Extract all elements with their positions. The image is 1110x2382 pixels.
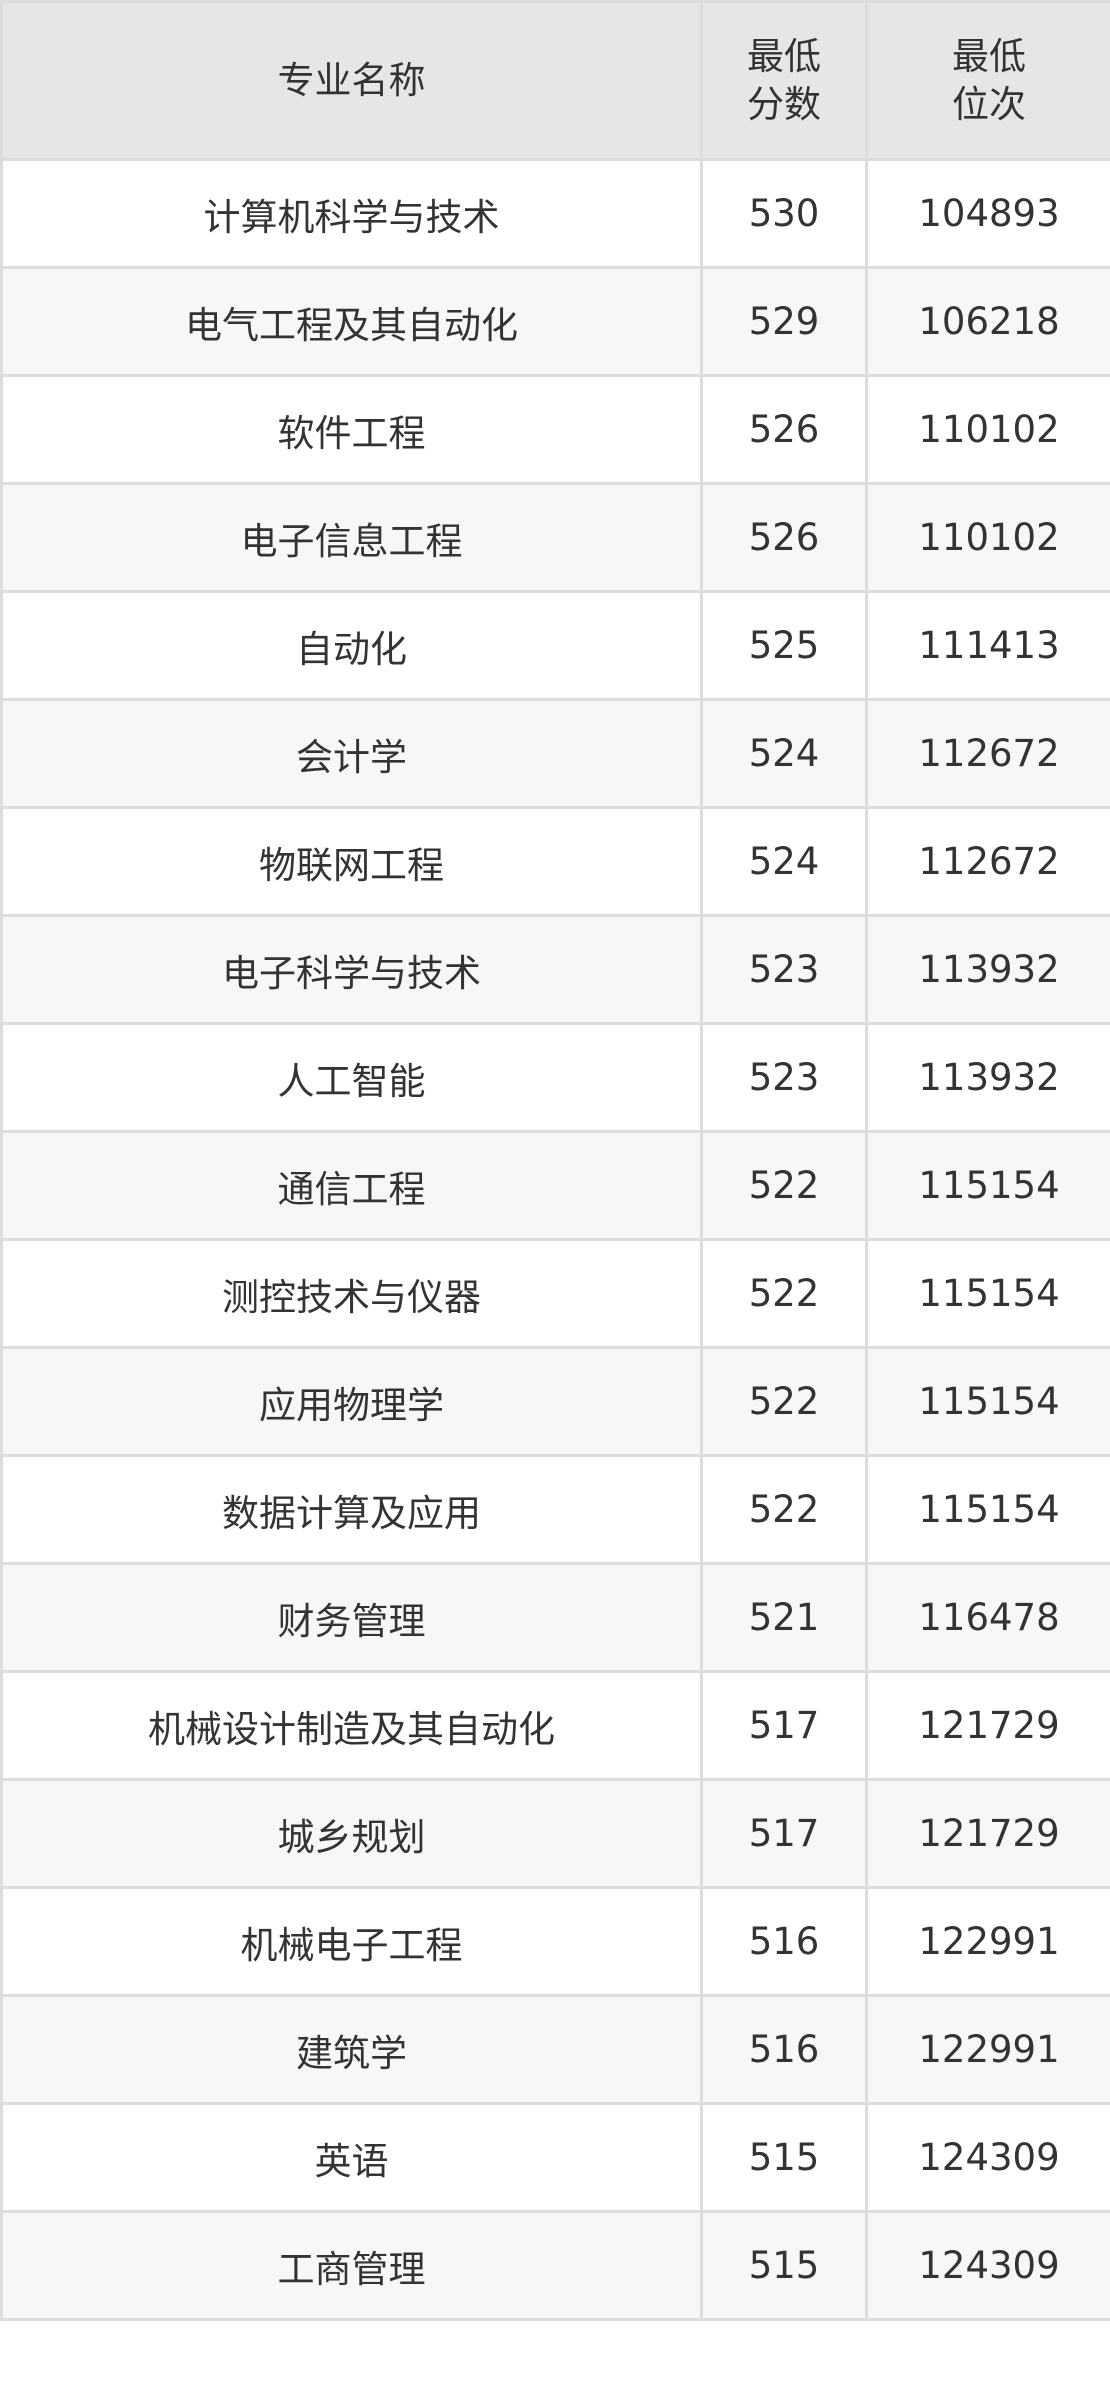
min-rank-cell: 124309 xyxy=(865,2210,1110,2321)
min-rank-cell: 122991 xyxy=(865,1994,1110,2105)
major-cell: 软件工程 xyxy=(0,374,703,485)
table-row: 数据计算及应用 522 115154 xyxy=(0,1454,1110,1565)
min-rank-cell: 106218 xyxy=(865,266,1110,377)
major-cell: 电子科学与技术 xyxy=(0,914,703,1025)
min-score-cell: 522 xyxy=(700,1238,868,1349)
min-rank-cell: 113932 xyxy=(865,1022,1110,1133)
table-row: 机械设计制造及其自动化 517 121729 xyxy=(0,1670,1110,1781)
min-rank-cell: 112672 xyxy=(865,806,1110,917)
table-row: 机械电子工程 516 122991 xyxy=(0,1886,1110,1997)
min-rank-cell: 113932 xyxy=(865,914,1110,1025)
major-cell: 城乡规划 xyxy=(0,1778,703,1889)
table-row: 软件工程 526 110102 xyxy=(0,374,1110,485)
header-min-rank-line2: 位次 xyxy=(952,82,1026,126)
min-score-cell: 523 xyxy=(700,914,868,1025)
major-cell: 自动化 xyxy=(0,590,703,701)
table-row: 应用物理学 522 115154 xyxy=(0,1346,1110,1457)
min-score-cell: 530 xyxy=(700,158,868,269)
major-cell: 电气工程及其自动化 xyxy=(0,266,703,377)
min-rank-cell: 111413 xyxy=(865,590,1110,701)
major-cell: 工商管理 xyxy=(0,2210,703,2321)
major-cell: 数据计算及应用 xyxy=(0,1454,703,1565)
major-cell: 英语 xyxy=(0,2102,703,2213)
major-cell: 通信工程 xyxy=(0,1130,703,1241)
major-cell: 计算机科学与技术 xyxy=(0,158,703,269)
table-row: 电子信息工程 526 110102 xyxy=(0,482,1110,593)
min-rank-cell: 112672 xyxy=(865,698,1110,809)
table-row: 会计学 524 112672 xyxy=(0,698,1110,809)
header-min-score-line1: 最低 xyxy=(747,34,821,78)
min-score-cell: 515 xyxy=(700,2102,868,2213)
min-rank-cell: 115154 xyxy=(865,1346,1110,1457)
table-row: 英语 515 124309 xyxy=(0,2102,1110,2213)
min-score-cell: 522 xyxy=(700,1454,868,1565)
table-row: 城乡规划 517 121729 xyxy=(0,1778,1110,1889)
min-score-cell: 524 xyxy=(700,698,868,809)
min-score-cell: 522 xyxy=(700,1130,868,1241)
major-cell: 机械电子工程 xyxy=(0,1886,703,1997)
header-min-score-line2: 分数 xyxy=(747,82,821,126)
table-row: 通信工程 522 115154 xyxy=(0,1130,1110,1241)
header-major-label: 专业名称 xyxy=(277,58,426,102)
min-score-cell: 517 xyxy=(700,1670,868,1781)
min-rank-cell: 116478 xyxy=(865,1562,1110,1673)
major-cell: 财务管理 xyxy=(0,1562,703,1673)
min-score-cell: 522 xyxy=(700,1346,868,1457)
min-score-cell: 524 xyxy=(700,806,868,917)
min-score-cell: 516 xyxy=(700,1886,868,1997)
min-score-cell: 526 xyxy=(700,374,868,485)
header-min-score: 最低 分数 xyxy=(700,0,868,161)
table-row: 计算机科学与技术 530 104893 xyxy=(0,158,1110,269)
table-header-row: 专业名称 最低 分数 最低 位次 xyxy=(0,0,1110,161)
admission-scores-table: 专业名称 最低 分数 最低 位次 计算机科学与技术 530 104893 电气工程及其自动… xyxy=(0,0,1110,2321)
min-rank-cell: 124309 xyxy=(865,2102,1110,2213)
major-cell: 会计学 xyxy=(0,698,703,809)
min-score-cell: 517 xyxy=(700,1778,868,1889)
min-score-cell: 521 xyxy=(700,1562,868,1673)
table-row: 人工智能 523 113932 xyxy=(0,1022,1110,1133)
header-major: 专业名称 xyxy=(0,0,703,161)
min-score-cell: 526 xyxy=(700,482,868,593)
major-cell: 电子信息工程 xyxy=(0,482,703,593)
min-rank-cell: 121729 xyxy=(865,1778,1110,1889)
table-row: 建筑学 516 122991 xyxy=(0,1994,1110,2105)
major-cell: 机械设计制造及其自动化 xyxy=(0,1670,703,1781)
min-rank-cell: 104893 xyxy=(865,158,1110,269)
min-rank-cell: 122991 xyxy=(865,1886,1110,1997)
min-score-cell: 516 xyxy=(700,1994,868,2105)
table-row: 财务管理 521 116478 xyxy=(0,1562,1110,1673)
min-score-cell: 525 xyxy=(700,590,868,701)
min-rank-cell: 115154 xyxy=(865,1130,1110,1241)
min-score-cell: 523 xyxy=(700,1022,868,1133)
header-min-rank-line1: 最低 xyxy=(952,34,1026,78)
table-row: 测控技术与仪器 522 115154 xyxy=(0,1238,1110,1349)
table-row: 电子科学与技术 523 113932 xyxy=(0,914,1110,1025)
header-min-rank: 最低 位次 xyxy=(865,0,1110,161)
min-rank-cell: 110102 xyxy=(865,374,1110,485)
major-cell: 建筑学 xyxy=(0,1994,703,2105)
major-cell: 物联网工程 xyxy=(0,806,703,917)
table-row: 物联网工程 524 112672 xyxy=(0,806,1110,917)
min-rank-cell: 115154 xyxy=(865,1454,1110,1565)
major-cell: 人工智能 xyxy=(0,1022,703,1133)
min-score-cell: 515 xyxy=(700,2210,868,2321)
table-row: 自动化 525 111413 xyxy=(0,590,1110,701)
min-rank-cell: 115154 xyxy=(865,1238,1110,1349)
major-cell: 应用物理学 xyxy=(0,1346,703,1457)
min-rank-cell: 110102 xyxy=(865,482,1110,593)
min-score-cell: 529 xyxy=(700,266,868,377)
min-rank-cell: 121729 xyxy=(865,1670,1110,1781)
table-row: 电气工程及其自动化 529 106218 xyxy=(0,266,1110,377)
table-row: 工商管理 515 124309 xyxy=(0,2210,1110,2321)
major-cell: 测控技术与仪器 xyxy=(0,1238,703,1349)
